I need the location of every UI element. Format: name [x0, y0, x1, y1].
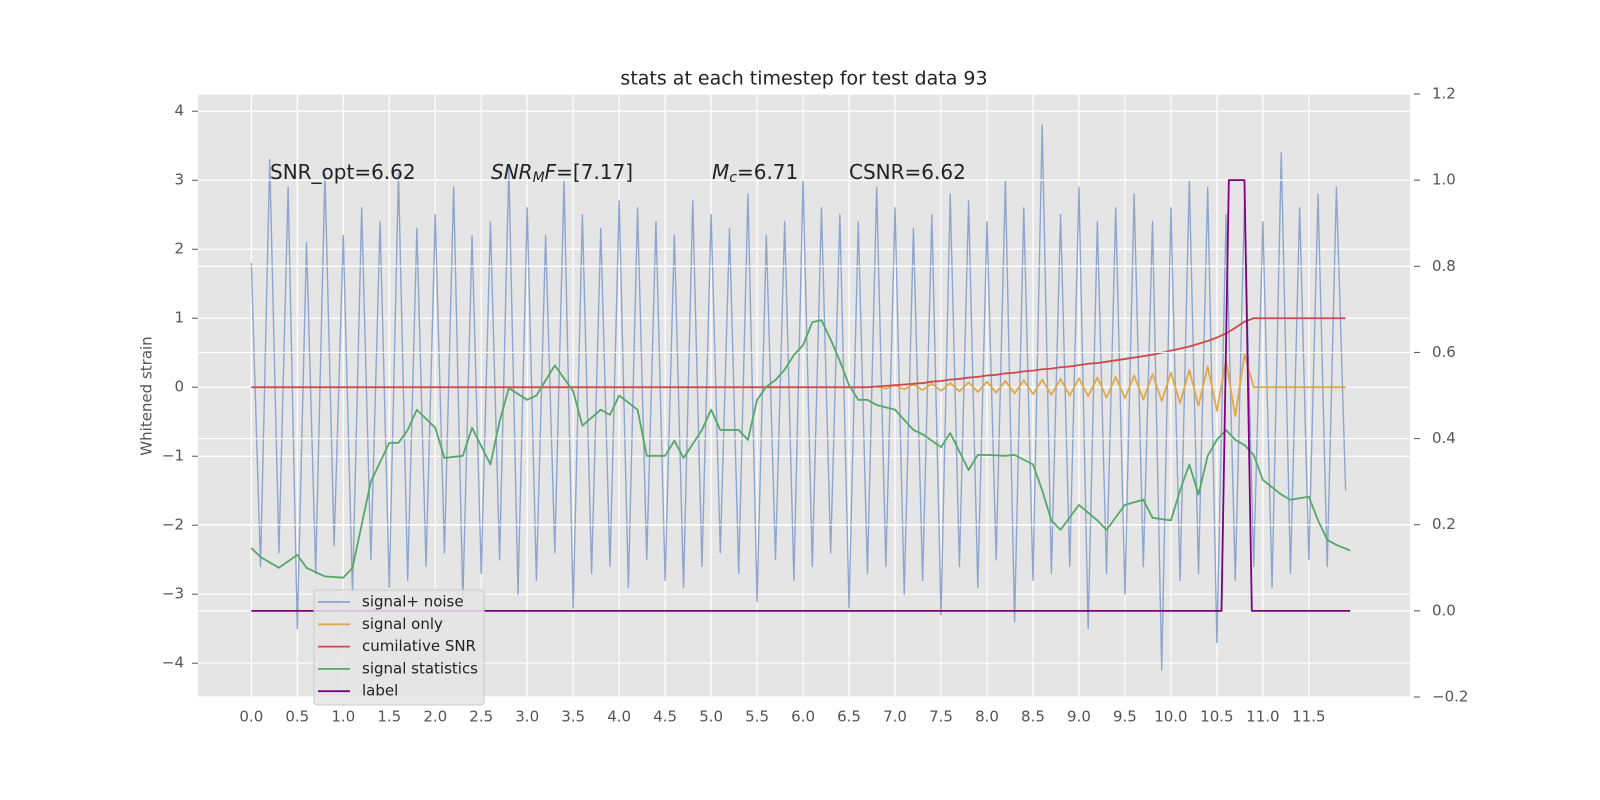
annotation: CSNR=6.62 — [849, 160, 966, 184]
y-tick-label: −2 — [162, 516, 184, 534]
y-tick-label: −3 — [162, 585, 184, 603]
annotation-part: M — [712, 160, 729, 184]
x-tick-label: 10.5 — [1200, 708, 1233, 726]
y2-tick-label: 1.2 — [1432, 85, 1456, 103]
y-tick-label: 4 — [174, 102, 184, 120]
x-tick-label: 0.5 — [285, 708, 309, 726]
legend-label: cumilative SNR — [362, 637, 476, 655]
x-tick-label: 7.5 — [929, 708, 953, 726]
y2-tick-label: 0.8 — [1432, 257, 1456, 275]
x-tick-label: 10.0 — [1154, 708, 1187, 726]
x-tick-label: 4.0 — [607, 708, 631, 726]
annotation-part: c — [729, 170, 737, 186]
x-tick-label: 8.0 — [975, 708, 999, 726]
x-tick-label: 4.5 — [653, 708, 677, 726]
chart-title: stats at each timestep for test data 93 — [620, 68, 987, 90]
y-axis-label: Whitened strain — [138, 336, 156, 455]
series-line — [251, 179, 1351, 612]
annotation: SNR_opt=6.62 — [270, 160, 416, 184]
x-tick-label: 5.5 — [745, 708, 769, 726]
legend-label: signal only — [362, 615, 443, 633]
series-line — [250, 124, 1347, 671]
annotation-part: =6.71 — [737, 160, 798, 184]
y2-tick-label: 0.2 — [1432, 515, 1456, 533]
x-tick-label: 9.5 — [1113, 708, 1137, 726]
x-tick-label: 0.0 — [239, 708, 263, 726]
y2-tick-label: 1.0 — [1432, 171, 1456, 189]
annotation-part: F — [545, 160, 557, 184]
y-tick-label: 1 — [174, 309, 184, 327]
x-tick-label: 6.5 — [837, 708, 861, 726]
x-tick-label: 5.0 — [699, 708, 723, 726]
y2-tick-label: 0.6 — [1432, 343, 1456, 361]
y-tick-label: −4 — [162, 654, 184, 672]
y2-tick-label: −0.2 — [1432, 688, 1468, 706]
y2-tick-label: 0.4 — [1432, 429, 1456, 447]
y2-tick-label: 0.0 — [1432, 601, 1456, 619]
y-tick-label: 0 — [174, 378, 184, 396]
annotation: SNRMF=[7.17] — [491, 160, 633, 187]
legend-label: signal statistics — [362, 659, 478, 677]
x-tick-label: 9.0 — [1067, 708, 1091, 726]
legend-box — [313, 589, 485, 706]
x-tick-label: 2.5 — [469, 708, 493, 726]
annotation-part: =[7.17] — [556, 160, 633, 184]
x-tick-label: 2.0 — [423, 708, 447, 726]
annotation-part: M — [533, 170, 545, 186]
x-tick-label: 1.5 — [377, 708, 401, 726]
x-tick-label: 11.0 — [1246, 708, 1279, 726]
x-tick-label: 7.0 — [883, 708, 907, 726]
annotation: Mc=6.71 — [712, 160, 798, 187]
annotation-part: SNR_opt=6.62 — [270, 160, 416, 184]
y-tick-label: 2 — [174, 240, 184, 258]
y-tick-label: −1 — [162, 447, 184, 465]
annotation-part: CSNR=6.62 — [849, 160, 966, 184]
x-tick-label: 6.0 — [791, 708, 815, 726]
x-tick-label: 8.5 — [1021, 708, 1045, 726]
x-tick-label: 1.0 — [331, 708, 355, 726]
x-tick-label: 11.5 — [1292, 708, 1325, 726]
annotation-part: SNR — [491, 160, 533, 184]
legend-label: signal+ noise — [362, 593, 464, 611]
y-tick-label: 3 — [174, 171, 184, 189]
x-tick-label: 3.5 — [561, 708, 585, 726]
x-tick-label: 3.0 — [515, 708, 539, 726]
series-line — [250, 319, 1351, 579]
legend-label: label — [362, 682, 398, 700]
